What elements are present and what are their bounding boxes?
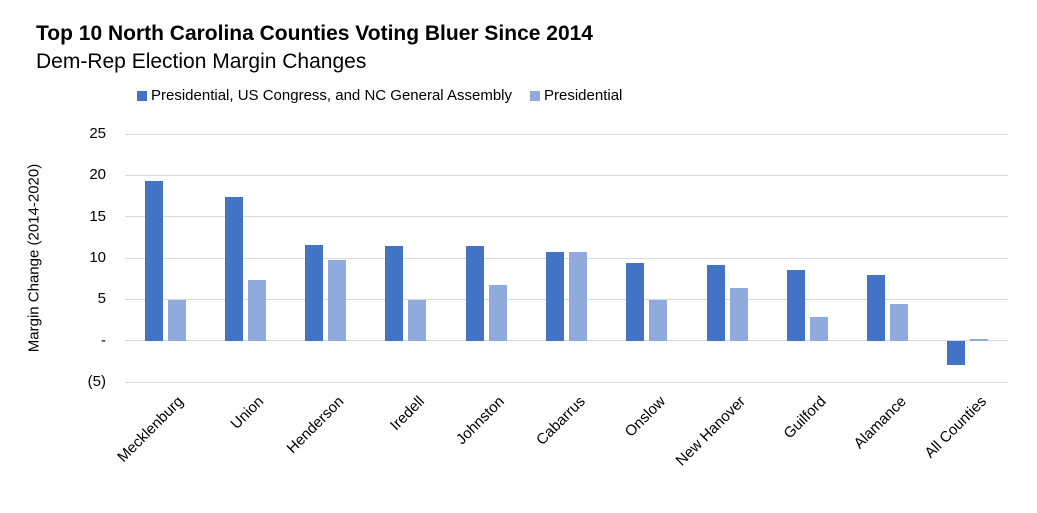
legend: Presidential, US Congress, and NC Genera… xyxy=(137,87,622,104)
chart-title: Top 10 North Carolina Counties Voting Bl… xyxy=(36,22,593,45)
legend-swatch-icon xyxy=(137,90,147,101)
bar-presidential-johnston xyxy=(488,285,507,341)
x-category-label: Alamance xyxy=(850,393,910,453)
x-category-label: New Hanover xyxy=(672,393,750,470)
x-category-label: Iredell xyxy=(387,393,428,434)
bar-all-races-alamance xyxy=(867,274,886,341)
y-tick-label: 25 xyxy=(89,125,106,142)
bar-presidential-henderson xyxy=(328,260,347,341)
x-category-label: Onslow xyxy=(621,393,669,441)
x-category-label: Union xyxy=(227,393,268,433)
bar-presidential-union xyxy=(247,280,266,341)
x-category-label: Guilford xyxy=(780,393,830,443)
legend-swatch-icon xyxy=(530,90,540,101)
y-tick-label: (5) xyxy=(87,373,106,390)
bar-presidential-alamance xyxy=(890,304,909,341)
bar-all-races-johnston xyxy=(465,245,484,341)
x-category-label: Henderson xyxy=(283,393,348,457)
bar-all-races-all-counties xyxy=(947,340,966,366)
bar-all-races-iredell xyxy=(385,245,404,341)
bar-all-races-henderson xyxy=(305,244,324,341)
chart-subtitle: Dem-Rep Election Margin Changes xyxy=(36,50,367,73)
bar-all-races-new-hanover xyxy=(706,264,725,341)
gridline xyxy=(125,340,1008,342)
bar-all-races-guilford xyxy=(786,269,805,341)
y-tick-label: 5 xyxy=(97,290,106,308)
bar-all-races-union xyxy=(224,196,243,341)
y-tick-label: 10 xyxy=(89,249,106,266)
bar-presidential-iredell xyxy=(408,300,427,341)
gridline xyxy=(125,133,1008,135)
legend-item: Presidential xyxy=(530,87,622,104)
bar-all-races-onslow xyxy=(626,262,645,341)
gridline xyxy=(125,174,1008,176)
gridline xyxy=(125,216,1008,218)
legend-label: Presidential xyxy=(544,87,623,104)
y-tick-label: 20 xyxy=(89,166,106,184)
y-tick-label: 15 xyxy=(89,207,106,225)
bar-presidential-cabarrus xyxy=(569,252,587,341)
plot-area xyxy=(125,133,1008,383)
legend-item: Presidential, US Congress, and NC Genera… xyxy=(137,87,512,104)
x-category-label: Johnston xyxy=(453,393,509,449)
gridline xyxy=(125,257,1008,259)
legend-label: Presidential, US Congress, and NC Genera… xyxy=(151,87,512,104)
bar-presidential-all-counties xyxy=(970,339,989,341)
bar-presidential-mecklenburg xyxy=(167,300,186,341)
x-category-label: All Counties xyxy=(921,393,990,462)
bar-all-races-mecklenburg xyxy=(144,181,163,341)
bar-all-races-cabarrus xyxy=(546,252,564,341)
x-category-label: Mecklenburg xyxy=(114,393,188,466)
gridline xyxy=(125,381,1008,383)
gridline xyxy=(125,298,1008,300)
bar-presidential-onslow xyxy=(649,300,668,341)
bar-presidential-new-hanover xyxy=(729,287,748,341)
x-category-label: Cabarrus xyxy=(532,393,589,449)
bar-presidential-guilford xyxy=(809,316,828,341)
y-tick-label: - xyxy=(101,331,106,349)
